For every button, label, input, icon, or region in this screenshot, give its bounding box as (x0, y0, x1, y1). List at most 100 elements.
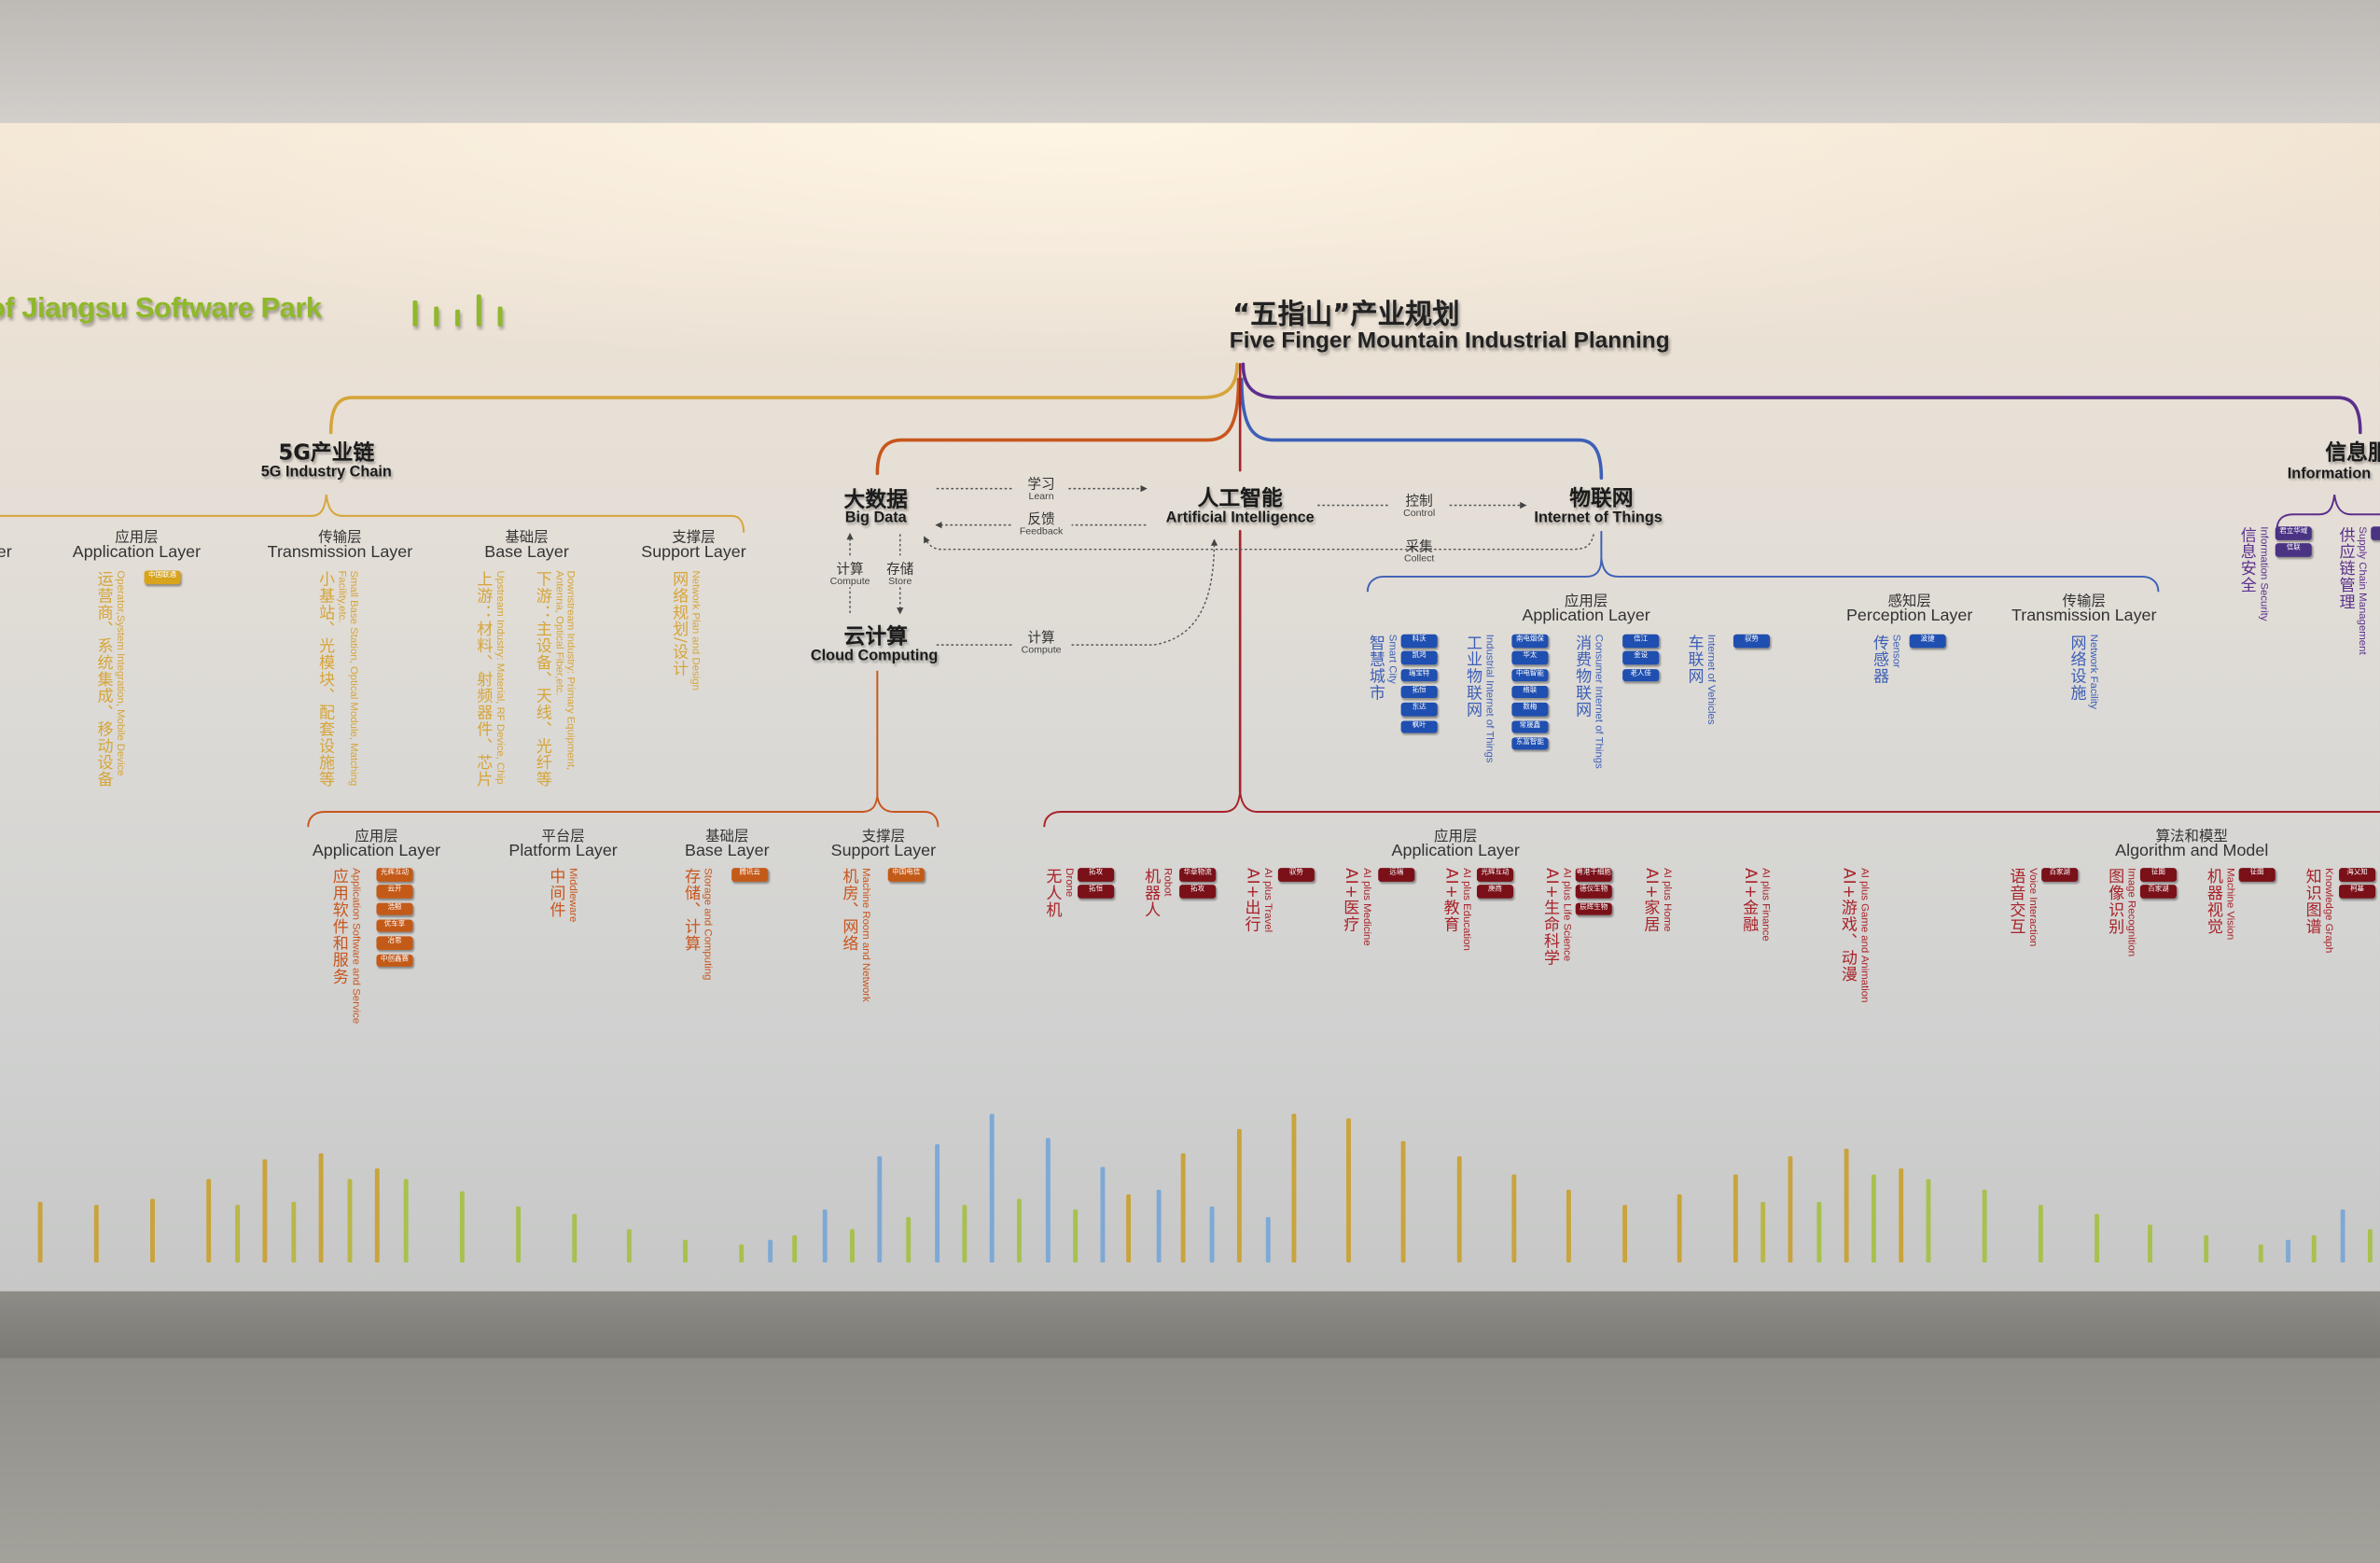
info-security-en: Information Security (2258, 526, 2269, 621)
decorative-bar (1982, 1189, 1988, 1263)
collect-cn: 采集 (1405, 539, 1433, 556)
feedback-cn: 反馈 (1027, 512, 1055, 528)
decorative-bar (1816, 1201, 1822, 1263)
decorative-bar (2204, 1235, 2209, 1263)
decorative-bar (2258, 1244, 2264, 1263)
decorative-bar (1236, 1128, 1243, 1263)
park-title: of Jiangsu Software Park (0, 292, 322, 326)
company-badge: 冶思 (376, 936, 413, 950)
ai-app-item-5-en: AI plus Life Science (1561, 868, 1572, 962)
cloud-layer-1-cn: 平台层 (541, 828, 585, 845)
decorative-bar (739, 1244, 745, 1263)
iot-branch (1240, 377, 1604, 481)
company-badge: 华章物流 (1179, 868, 1217, 882)
company-badge: 数梅 (1511, 703, 1549, 717)
decorative-bar (2311, 1235, 2317, 1263)
five-g-base-downstream-en: Downstream Industry: Primary Equipment, … (553, 570, 576, 771)
cloud-item-3-cn: 机房、网络 (841, 868, 859, 952)
decorative-bar (235, 1205, 241, 1263)
decorative-bar (1871, 1174, 1877, 1263)
company-badge: 远瑞 (1378, 868, 1415, 882)
company-badge: 海乂知 (2339, 868, 2376, 882)
five-g-app-item-en: Operator,System Integration, Mobile Devi… (114, 570, 126, 776)
company-badge: 君立华域 (2275, 526, 2312, 540)
big-data-cn: 大数据 (843, 488, 908, 513)
cloud-layer-3-en: Support Layer (830, 842, 937, 861)
info-title-cn: 信息服务 (2325, 441, 2380, 467)
decorative-bar (1073, 1209, 1079, 1263)
cloud-item-2-en: Storage and Computing (702, 868, 713, 981)
info-branch (1241, 362, 2362, 435)
five-g-layer-1-cn: 传输层 (318, 529, 362, 547)
five-g-base-upstream-en: Upstream Industry: Material, RF Device, … (494, 570, 505, 785)
company-badge: 优车享 (376, 919, 413, 933)
company-badge: 波捷 (1909, 634, 1946, 648)
company-badge: 驭势 (1277, 868, 1315, 882)
company-badge: 辰辉生物 (1575, 901, 1612, 915)
decorative-bar (989, 1113, 995, 1263)
company-badge: 科沃 (1400, 634, 1438, 648)
big-data-en: Big Data (844, 509, 907, 527)
ai-algo-item-0-cn: 语音交互 (2008, 868, 2026, 935)
ai-algo-item-2-en: Machine Vision (2224, 868, 2235, 941)
cloud-cn: 云计算 (843, 624, 908, 650)
company-badge (2371, 526, 2380, 540)
iot-app-item-3-en: Internet of Vehicles (1705, 634, 1717, 725)
company-badge: 信联 (2275, 543, 2312, 557)
company-badge: 浩鲸 (376, 901, 413, 915)
ai-cn: 人工智能 (1197, 487, 1283, 512)
info-brace (2276, 495, 2380, 532)
decorative-bar (1761, 1201, 1766, 1263)
iot-layer-1-cn: 感知层 (1887, 593, 1931, 610)
company-badge: 金设 (1622, 651, 1660, 664)
decorative-bar (2367, 1229, 2373, 1263)
company-badge: 老人佳 (1622, 668, 1660, 682)
wall (0, 122, 2380, 1291)
five-g-layer-0-cn: 应用层 (115, 529, 159, 547)
iot-network-facility-en: Network Facility (2087, 634, 2099, 710)
company-badge: 腾讯云 (731, 868, 769, 882)
ai-brace (1043, 791, 2380, 828)
info-title-en: Information (2287, 466, 2372, 483)
five-g-layer-3-cn: 支撑层 (672, 529, 716, 547)
company-badge: 拓恒 (1400, 685, 1438, 699)
company-badge: 瑞宝特 (1400, 668, 1438, 682)
company-badge: 东富智能 (1511, 737, 1549, 750)
ai-app-item-7-cn: AI+金融 (1741, 868, 1760, 933)
company-badge: 信江 (1622, 634, 1660, 648)
iot-sensor-cn: 传感器 (1871, 634, 1890, 685)
cloud-en: Cloud Computing (810, 648, 939, 665)
decorative-bar (683, 1239, 689, 1263)
decorative-bar (2286, 1239, 2291, 1263)
ai-app-item-0-cn: 无人机 (1044, 868, 1063, 918)
main-title-en: Five Finger Mountain Industrial Planning (1229, 328, 1670, 354)
cloud-compute-en: Compute (1021, 645, 1062, 656)
decorative-bar (2148, 1224, 2153, 1263)
decorative-bar (206, 1179, 212, 1263)
ai-layer-app-cn: 应用层 (1434, 828, 1478, 845)
cloud-layer-1-en: Platform Layer (508, 842, 618, 861)
ai-algo-item-3-en: Knowledge Graph (2322, 868, 2334, 954)
company-badge: 百家湖 (2139, 885, 2177, 899)
decorative-bar (1566, 1189, 1572, 1263)
iot-app-item-1-en: Industrial Internet of Things (1483, 634, 1495, 763)
cloud-layer-2-en: Base Layer (685, 842, 770, 861)
decorative-bar (318, 1152, 325, 1263)
cloud-brace (307, 670, 939, 828)
company-badge: 常晟鑫 (1511, 719, 1549, 733)
five-g-trans-item-cn: 小基站、光模块、配套设施等 (317, 570, 336, 788)
ai-algo-item-1-cn: 图像识别 (2107, 868, 2125, 935)
company-badge: 粤港干细胞 (1575, 868, 1612, 882)
decorative-bar (374, 1168, 381, 1263)
company-badge: 征图 (2139, 868, 2177, 882)
iot-layer-0-cn: 应用层 (1564, 593, 1608, 610)
ai-app-item-5-cn: AI+生命科学 (1541, 868, 1561, 967)
decorative-bar (906, 1217, 912, 1263)
ai-layer-algorithm-en: Algorithm and Model (2115, 842, 2269, 861)
ai-app-item-8-cn: AI+游戏、动漫 (1839, 868, 1858, 984)
decorative-bar (1926, 1179, 1932, 1263)
cloud-compute-cn: 计算 (1027, 631, 1055, 647)
control-en: Control (1403, 508, 1436, 520)
